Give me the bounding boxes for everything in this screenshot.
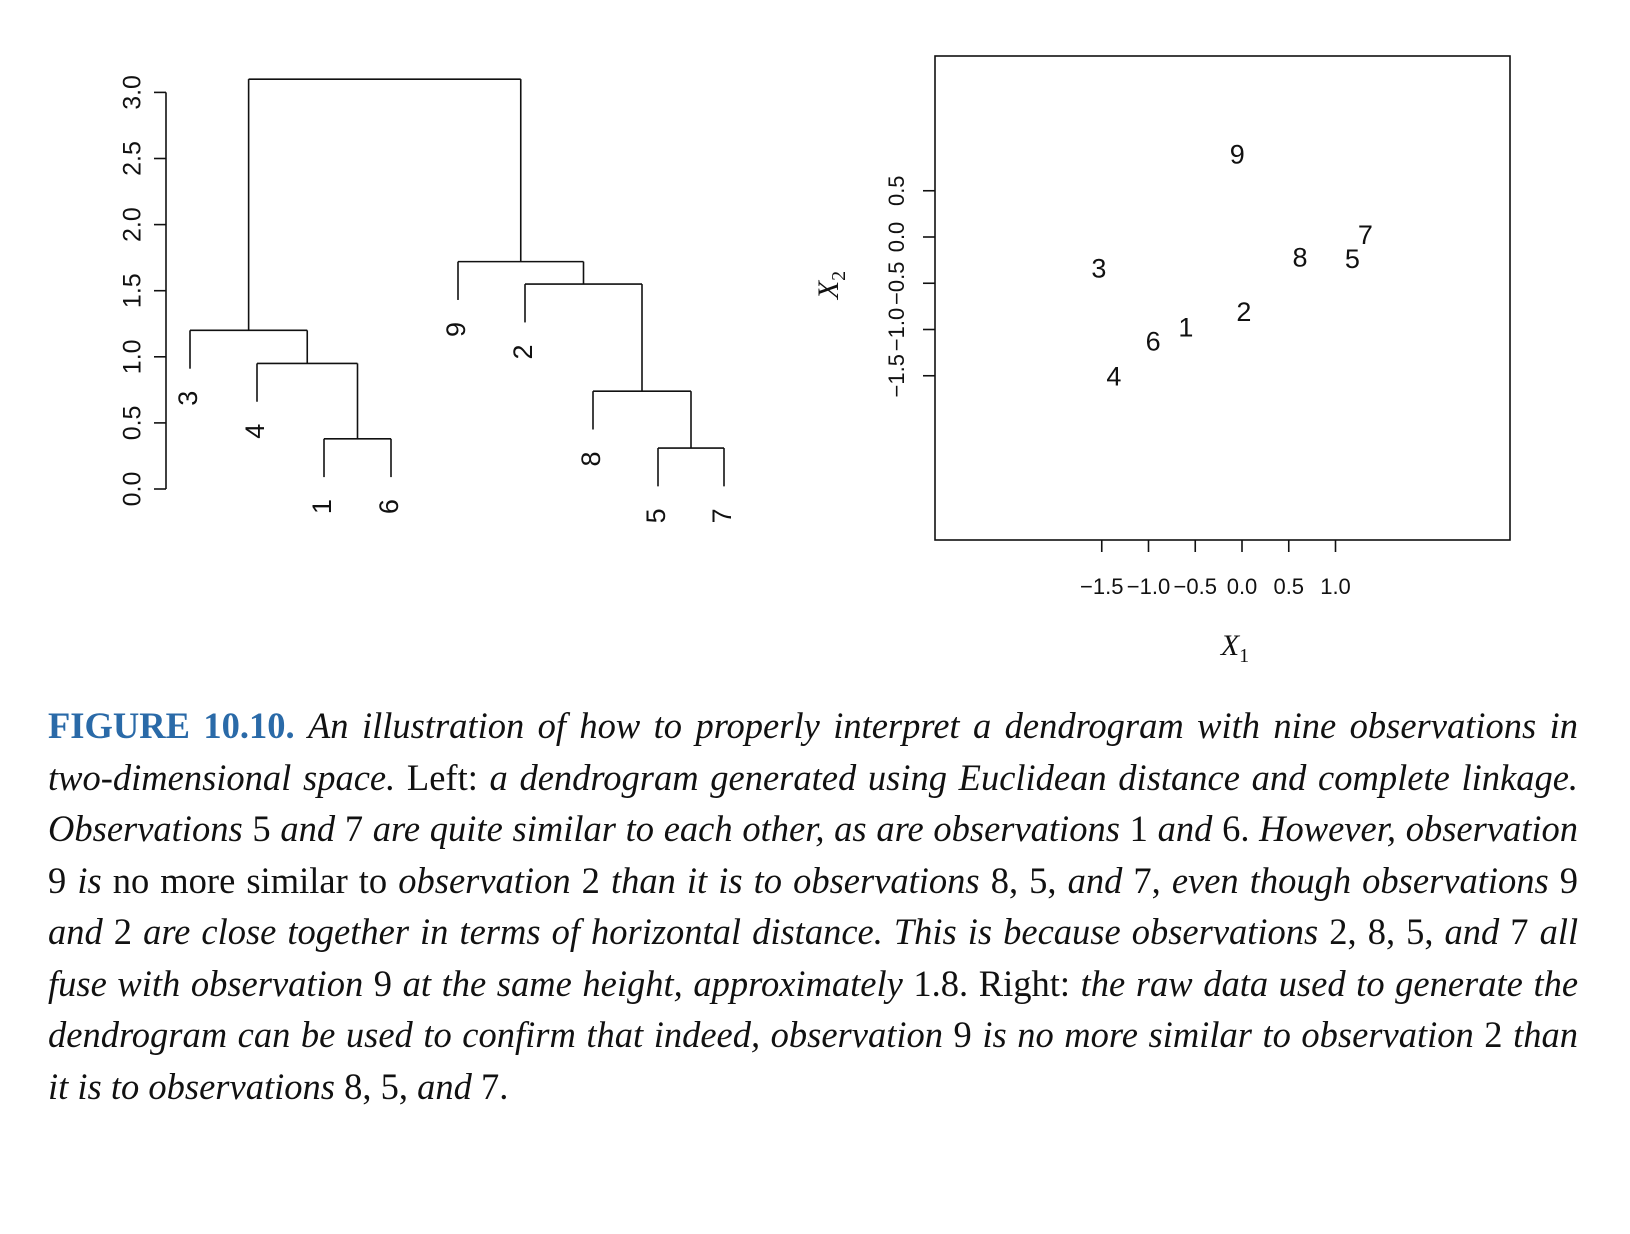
caption-body: An illustration of how to properly inter… <box>48 705 1578 1107</box>
y-tick-label: 0.5 <box>119 406 147 441</box>
y-tick-label: 2.0 <box>119 207 147 242</box>
caption-segment: a dendrogram generated using Euclidean d… <box>48 756 1579 850</box>
caption-segment: 1 <box>1129 808 1148 849</box>
y-axis-label: X2 <box>812 271 850 300</box>
point-label: 3 <box>1091 253 1106 283</box>
caption-segment: and <box>417 1065 472 1107</box>
caption-segment: 2, 8, 5, <box>1329 911 1434 952</box>
caption-segment: observation <box>398 859 571 901</box>
caption-segment: 2 <box>581 859 600 901</box>
y-tick-label: 2.5 <box>119 141 147 176</box>
point-label: 5 <box>1345 244 1360 274</box>
caption-segment: and <box>1444 911 1500 952</box>
caption-segment: 8, 5, <box>344 1065 408 1107</box>
caption-segment: However, observation <box>1259 808 1579 849</box>
caption-segment: is no more similar to observation <box>982 1014 1474 1055</box>
caption-segment: and <box>1157 808 1213 849</box>
caption-segment: all fuse with observation <box>48 911 1579 1004</box>
plot-frame <box>934 55 1511 541</box>
caption-segment: is <box>77 859 102 901</box>
y-tick-label: 1.0 <box>119 339 147 374</box>
x-tick-label: 0.5 <box>1273 574 1304 599</box>
leaf-label: 6 <box>374 499 404 514</box>
x-axis-label-sub: 1 <box>1239 645 1249 667</box>
x-tick-label: 0.0 <box>1227 574 1258 599</box>
point-label: 7 <box>1358 220 1373 250</box>
caption-segment: 6. <box>1222 808 1250 849</box>
caption-segment: 2 <box>113 911 133 952</box>
caption-segment: the raw data used to generate the dendro… <box>48 962 1579 1056</box>
caption-segment: 7, <box>1133 859 1161 901</box>
y-tick-label: 3.0 <box>119 75 147 110</box>
caption-segment: 2 <box>1484 1014 1503 1055</box>
figure-caption: FIGURE 10.10. An illustration of how to … <box>48 700 1578 1112</box>
x-axis-label-var: X <box>1220 629 1241 662</box>
y-tick-label: −0.5 <box>884 262 909 305</box>
caption-segment: are quite similar to each other, as are … <box>372 808 1120 849</box>
caption-segment: and <box>1067 859 1123 901</box>
caption-segment: than it is to observations <box>610 859 980 901</box>
leaf-label: 3 <box>173 391 203 406</box>
y-tick-label: 0.0 <box>884 222 909 253</box>
caption-segment: and <box>48 911 103 952</box>
y-tick-label: 0.5 <box>884 175 909 206</box>
caption-segment: no more similar to <box>112 859 388 901</box>
leaf-label: 1 <box>307 499 337 514</box>
caption-segment: than it is to observations <box>48 1014 1578 1107</box>
leaf-label: 5 <box>641 508 671 523</box>
caption-segment: 9 <box>373 962 393 1004</box>
leaf-label: 7 <box>707 508 737 523</box>
point-label: 1 <box>1178 313 1193 343</box>
point-label: 2 <box>1236 297 1251 327</box>
leaf-label: 8 <box>576 452 606 467</box>
figure-label: FIGURE 10.10. <box>48 705 295 746</box>
y-tick-label: 1.5 <box>119 273 147 308</box>
caption-segment: 7 <box>1510 911 1529 952</box>
caption-segment: 9 <box>48 859 67 901</box>
leaf-label: 2 <box>508 344 538 359</box>
caption-segment: at the same height, approximately <box>402 962 903 1004</box>
x-tick-label: 1.0 <box>1320 574 1351 599</box>
x-axis-label: X1 <box>1220 629 1249 667</box>
y-axis-label-sub: 2 <box>828 271 850 281</box>
point-label: 9 <box>1230 140 1245 170</box>
leaf-label: 4 <box>240 424 270 439</box>
x-tick-label: −1.0 <box>1127 574 1170 599</box>
caption-segment: 1.8. <box>913 962 969 1004</box>
y-tick-label: −1.0 <box>884 308 909 351</box>
caption-segment: 7 <box>344 808 364 849</box>
y-axis-label-var: X <box>812 279 845 300</box>
point-label: 8 <box>1292 242 1307 272</box>
scatter-panel: −1.5 −1.0 −0.5 0.0 0.5 1.0−1.5−1.0−0.50.00.5X… <box>812 55 1511 667</box>
x-tick-label: −1.5 <box>1080 574 1123 599</box>
leaf-label: 9 <box>441 322 471 337</box>
caption-segment: even though observations <box>1171 859 1549 901</box>
caption-segment: Right: <box>978 962 1071 1004</box>
caption-segment: and <box>280 808 336 849</box>
y-tick-label: −1.5 <box>884 354 909 397</box>
y-tick-label: 0.0 <box>119 472 147 507</box>
caption-segment: 5 <box>252 808 271 849</box>
caption-segment: 7. <box>480 1065 509 1107</box>
caption-segment: An illustration of how to properly inter… <box>48 705 1578 798</box>
caption-segment: Left: <box>406 756 478 798</box>
caption-segment: are close together in terms of horizonta… <box>143 911 1319 952</box>
caption-segment: 8, 5, <box>990 859 1057 901</box>
point-label: 4 <box>1106 362 1121 392</box>
caption-segment: 9 <box>953 1014 972 1055</box>
point-label: 6 <box>1146 327 1161 357</box>
caption-segment: 9 <box>1559 859 1579 901</box>
x-tick-label: −0.5 <box>1174 574 1217 599</box>
